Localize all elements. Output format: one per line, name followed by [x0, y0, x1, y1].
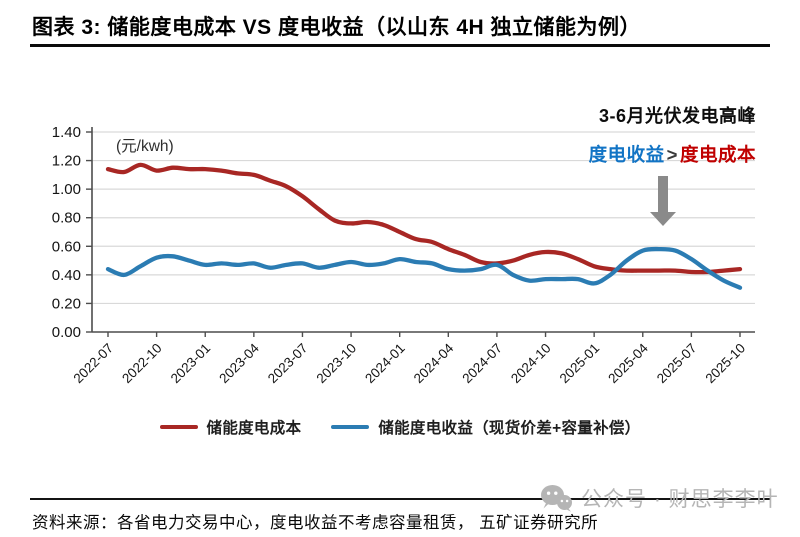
x-tick-label: 2023-01: [168, 341, 214, 387]
y-tick-label: 1.40: [52, 124, 81, 141]
watermark-text: 公众号 · 财思李李叶: [581, 488, 779, 511]
x-tick-label: 2025-01: [557, 341, 603, 387]
x-tick-label: 2025-04: [605, 340, 651, 386]
unit-label: (元/kwh): [116, 138, 174, 155]
y-axis-labels: 0.00 0.20 0.40 0.60 0.80 1.00 1.20 1.40: [52, 124, 92, 341]
x-tick-label: 2023-07: [265, 341, 311, 387]
y-tick-label: 0.40: [52, 267, 81, 284]
legend-item-revenue: 储能度电收益（现货价差+容量补偿）: [331, 416, 640, 438]
annotation-comparator: >: [666, 144, 678, 165]
x-tick-label: 2023-10: [314, 341, 360, 387]
revenue-line-swatch: [331, 425, 370, 429]
cost-line-swatch: [159, 425, 198, 429]
x-tick-label: 2025-07: [654, 341, 700, 387]
x-tick-label: 2024-07: [459, 341, 505, 387]
annotation-heading: 3-6月光伏发电高峰: [598, 106, 756, 126]
annotation-cost-label: 度电成本: [679, 144, 756, 165]
down-arrow-icon: [650, 176, 676, 226]
footer-divider: [30, 498, 770, 500]
x-tick-label: 2022-10: [119, 341, 165, 387]
x-tick-label: 2023-04: [216, 340, 262, 386]
x-tick-label: 2024-04: [411, 340, 457, 386]
revenue-line: [105, 246, 743, 290]
figure-title: 图表 3: 储能度电成本 VS 度电收益（以山东 4H 独立储能为例）: [32, 16, 642, 39]
x-tick-label: 2025-10: [702, 341, 748, 387]
watermark: 公众号 · 财思李李叶: [540, 483, 779, 513]
cost-line: [105, 162, 743, 275]
chart-legend: 储能度电成本 储能度电收益（现货价差+容量补偿）: [0, 416, 800, 438]
x-tick-label: 2024-01: [362, 341, 408, 387]
y-tick-label: 0.60: [52, 238, 81, 255]
y-tick-label: 0.80: [52, 210, 81, 227]
legend-label-cost: 储能度电成本: [206, 420, 302, 437]
title-divider: [30, 44, 770, 47]
x-axis-labels: 2022-07 2022-10 2023-01 2023-04 2023-07 2023-…: [70, 332, 748, 386]
source-note: 资料来源：各省电力交易中心，度电收益不考虑容量租赁， 五矿证券研究所: [32, 514, 599, 532]
y-tick-label: 1.00: [52, 181, 81, 198]
annotation-revenue-label: 度电收益: [588, 144, 665, 165]
x-tick-label: 2022-07: [70, 341, 116, 387]
y-tick-label: 0.00: [52, 324, 81, 341]
annotation-comparison: 度电收益 > 度电成本: [589, 141, 756, 167]
wechat-icon: [541, 485, 572, 512]
gridlines: [92, 131, 755, 305]
y-tick-label: 1.20: [52, 153, 81, 170]
x-tick-label: 2024-10: [508, 341, 554, 387]
annotation: 3-6月光伏发电高峰 度电收益 > 度电成本: [589, 102, 756, 226]
y-tick-label: 0.20: [52, 295, 81, 312]
legend-item-cost: 储能度电成本: [159, 416, 302, 438]
legend-label-revenue: 储能度电收益（现货价差+容量补偿）: [378, 420, 641, 437]
